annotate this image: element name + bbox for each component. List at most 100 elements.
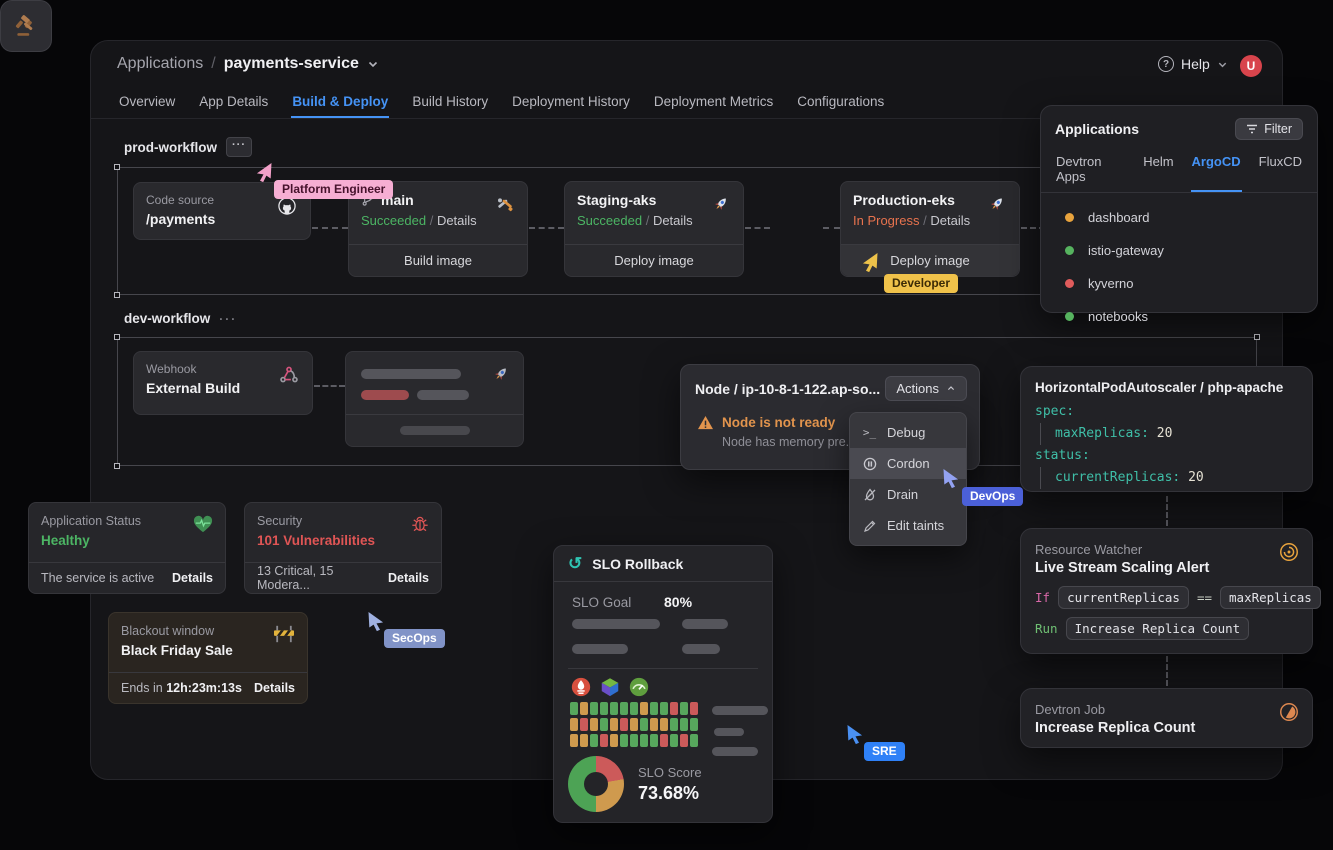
selection-handle[interactable] xyxy=(114,292,120,298)
node-title: Node / ip-10-8-1-122.ap-so... xyxy=(695,380,881,397)
slo-heatmap-cell xyxy=(580,718,588,731)
pipeline-connector xyxy=(1021,227,1045,229)
details-link[interactable]: Details xyxy=(388,571,429,585)
edit-icon xyxy=(862,519,877,533)
pipeline-connector xyxy=(314,385,345,387)
tab-argocd[interactable]: ArgoCD xyxy=(1191,150,1242,192)
code-source-label: Code source xyxy=(146,193,215,207)
cursor-sre xyxy=(845,724,865,746)
yaml-key: maxReplicas: xyxy=(1055,426,1149,441)
menu-item-drain[interactable]: Drain xyxy=(850,479,966,510)
watcher-action: Run Increase Replica Count xyxy=(1021,609,1312,640)
github-icon xyxy=(276,195,298,217)
slo-heatmap-cell xyxy=(660,734,668,747)
skeleton-bar xyxy=(572,619,660,629)
tab-app-details[interactable]: App Details xyxy=(199,94,269,109)
slo-heatmap-cell xyxy=(630,702,638,715)
tab-fluxcd[interactable]: FluxCD xyxy=(1258,154,1302,169)
slo-heatmap-cell xyxy=(670,734,678,747)
prod-workflow-more-button[interactable]: ··· xyxy=(226,137,252,157)
webhook-icon xyxy=(278,364,300,386)
selection-handle[interactable] xyxy=(1254,334,1260,340)
build-details-link[interactable]: Details xyxy=(436,213,477,228)
applications-panel: Applications Filter Devtron Apps Helm Ar… xyxy=(1040,105,1318,324)
security-card: Security 101 Vulnerabilities 13 Critical… xyxy=(244,502,442,594)
staging-details-link[interactable]: Details xyxy=(652,213,693,228)
webhook-card[interactable]: Webhook External Build xyxy=(133,351,313,415)
chevron-down-icon[interactable] xyxy=(367,58,379,70)
selection-handle[interactable] xyxy=(114,334,120,340)
selection-handle[interactable] xyxy=(114,463,120,469)
tab-devtron-apps[interactable]: Devtron Apps xyxy=(1056,154,1102,184)
chevron-down-icon xyxy=(1218,62,1227,67)
skeleton-bar xyxy=(712,706,768,715)
slo-score-donut xyxy=(568,756,624,812)
menu-item-edit-taints[interactable]: Edit taints xyxy=(850,510,966,541)
filter-button[interactable]: Filter xyxy=(1235,118,1303,140)
approval-gate[interactable] xyxy=(0,0,52,52)
cursor-devops xyxy=(941,468,961,490)
staging-deploy-action[interactable]: Deploy image xyxy=(565,244,743,276)
status-dot xyxy=(1065,279,1074,288)
slo-score-value: 73.68% xyxy=(638,782,700,803)
tab-build-deploy[interactable]: Build & Deploy xyxy=(291,88,389,118)
tab-overview[interactable]: Overview xyxy=(119,94,176,109)
build-image-action[interactable]: Build image xyxy=(349,244,527,276)
application-status-footer: The service is active xyxy=(41,571,155,585)
menu-item-cordon[interactable]: Cordon xyxy=(850,448,966,479)
chevron-up-icon xyxy=(947,386,955,391)
build-status: Succeeded xyxy=(361,213,427,228)
skeleton-bar xyxy=(714,728,744,736)
prod-workflow-title: prod-workflow ··· xyxy=(124,137,252,157)
slo-panel-title: SLO Rollback xyxy=(592,555,684,572)
tab-configurations[interactable]: Configurations xyxy=(797,94,885,109)
cursor-secops xyxy=(366,611,386,633)
dev-workflow-more-button[interactable]: ··· xyxy=(219,311,238,326)
cube-icon xyxy=(601,678,619,697)
details-link[interactable]: Details xyxy=(254,681,295,695)
help-menu[interactable]: ? Help xyxy=(1158,56,1228,72)
resource-watcher-label: Resource Watcher xyxy=(1035,542,1143,557)
actions-button[interactable]: Actions xyxy=(885,376,967,401)
slo-heatmap-cell xyxy=(580,734,588,747)
pipeline-connector xyxy=(823,227,840,229)
list-item-kyverno[interactable]: kyverno xyxy=(1041,267,1317,300)
terminal-icon: >_ xyxy=(862,426,877,439)
slo-heatmap-cell xyxy=(610,702,618,715)
avatar[interactable]: U xyxy=(1240,55,1262,77)
node-warning-subtitle: Node has memory pre... xyxy=(722,435,857,449)
menu-item-debug[interactable]: >_ Debug xyxy=(862,425,926,440)
production-details-link[interactable]: Details xyxy=(930,213,971,228)
tab-deployment-history[interactable]: Deployment History xyxy=(512,94,630,109)
production-name: Production-eks xyxy=(853,192,955,208)
list-item-notebooks[interactable]: notebooks xyxy=(1041,300,1317,333)
slo-goal-value: 80% xyxy=(664,594,693,610)
slo-heatmap-cell xyxy=(590,734,598,747)
tab-build-history[interactable]: Build History xyxy=(412,94,489,109)
dev-workflow-title: dev-workflow ··· xyxy=(124,311,238,326)
list-item-dashboard[interactable]: dashboard xyxy=(1041,201,1317,234)
list-item-istio-gateway[interactable]: istio-gateway xyxy=(1041,234,1317,267)
staging-status: Succeeded xyxy=(577,213,643,228)
selection-handle[interactable] xyxy=(114,164,120,170)
panel-connector xyxy=(1166,656,1168,686)
if-keyword: If xyxy=(1035,590,1051,605)
resource-watcher-panel: Resource Watcher Live Stream Scaling Ale… xyxy=(1020,528,1321,654)
rocket-icon xyxy=(489,364,511,386)
barrier-icon xyxy=(272,624,296,644)
cursor-label-developer: Developer xyxy=(884,274,959,293)
slo-heatmap-cell xyxy=(590,718,598,731)
details-link[interactable]: Details xyxy=(172,571,213,585)
cursor-label-secops: SecOps xyxy=(384,629,445,648)
filter-icon xyxy=(1247,124,1258,134)
slo-heatmap-grid xyxy=(570,702,698,747)
tab-deployment-metrics[interactable]: Deployment Metrics xyxy=(653,94,774,109)
breadcrumb-root[interactable]: Applications xyxy=(117,55,204,72)
staging-pipeline-card[interactable]: Staging-aks Succeeded / Details Deploy i… xyxy=(564,181,744,277)
blackout-countdown: Ends in 12h:23m:13s xyxy=(121,681,242,695)
tab-helm[interactable]: Helm xyxy=(1143,154,1174,169)
slo-heatmap-cell xyxy=(650,734,658,747)
security-label: Security xyxy=(257,514,303,528)
watcher-spiral-icon xyxy=(1278,541,1300,563)
cursor-developer xyxy=(860,252,880,274)
